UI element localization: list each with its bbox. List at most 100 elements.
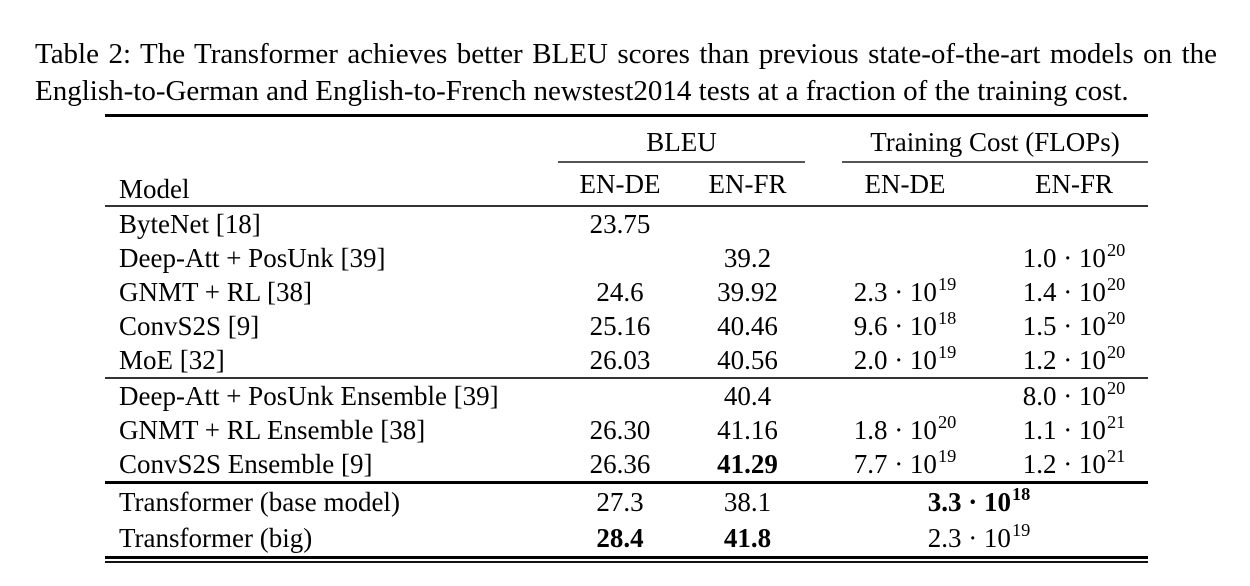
cell-bleu-en-fr: 38.1 [685, 481, 810, 520]
cell-cost-en-fr: 8.0 · 1020 [1000, 377, 1148, 413]
group-header-bleu: BLEU [555, 116, 810, 163]
caption-line-2: English-to-German and English-to-French … [35, 75, 1129, 107]
cell-cost-en-fr: 1.4 · 1020 [1000, 274, 1148, 309]
cell-bleu-en-fr: 40.46 [717, 310, 778, 341]
subheader-bleu-en-fr: EN-FR [685, 163, 810, 207]
cell-bleu-en-fr: 39.2 [723, 242, 772, 273]
cost-mantissa: 1.2 · 10 [1022, 344, 1106, 375]
cell-bleu-en-de: 27.3 [555, 481, 685, 520]
cost-mantissa: 1.2 · 10 [1022, 448, 1106, 479]
table-row: ConvS2S [9] 25.16 40.46 9.6 · 1018 1.5 · 102… [105, 308, 1148, 343]
caption-line-1: Table 2: The Transformer achieves better… [35, 38, 1217, 70]
cell-bleu-en-de: 26.36 [589, 448, 651, 479]
cell-model: ConvS2S [9] [119, 310, 260, 341]
cell-bleu-en-fr [685, 206, 810, 241]
cost-exponent: 18 [1011, 484, 1031, 505]
table-caption: Table 2: The Transformer achieves better… [35, 36, 1217, 110]
cell-cost-combined: 2.3 · 1019 [810, 520, 1148, 556]
cell-bleu-en-fr: 41.29 [717, 448, 778, 479]
cost-exponent: 19 [937, 342, 957, 363]
cell-model: ConvS2S Ensemble [9] [119, 448, 373, 479]
cost-mantissa: 8.0 · 10 [1022, 380, 1106, 411]
cell-cost-en-fr: 1.2 · 1020 [1000, 342, 1148, 378]
cell-bleu-en-fr: 40.4 [685, 377, 810, 413]
cost-exponent: 20 [1106, 274, 1126, 295]
cell-bleu-en-de [555, 241, 685, 275]
table-row: GNMT + RL Ensemble [38] 26.30 41.16 1.8 · 1… [105, 412, 1148, 447]
bottom-double-rule [105, 556, 1148, 563]
cell-cost-en-de: 7.7 · 1019 [810, 446, 1000, 483]
group-header-bleu-label: BLEU [558, 127, 805, 163]
table-row: ByteNet [18] 23.75 [105, 206, 1148, 241]
cost-mantissa: 2.0 · 10 [853, 344, 937, 375]
cost-mantissa: 3.3 · 10 [927, 486, 1011, 517]
cell-model: Transformer (base model) [105, 481, 555, 520]
cost-exponent: 20 [1106, 240, 1126, 261]
table-row: GNMT + RL [38] 24.6 39.92 2.3 · 1019 1.4 · 1… [105, 274, 1148, 309]
cost-exponent: 19 [1011, 520, 1031, 541]
column-header-model: Model [105, 115, 555, 207]
cell-cost-en-fr: 1.2 · 1021 [1000, 446, 1148, 483]
cell-model: GNMT + RL Ensemble [38] [119, 414, 426, 445]
cell-model: Transformer (big) [119, 522, 313, 553]
table-row: MoE [32] 26.03 40.56 2.0 · 1019 1.2 · 1020 [105, 342, 1148, 378]
cell-bleu-en-de: 25.16 [589, 310, 651, 341]
subheader-cost-en-fr: EN-FR [1000, 163, 1148, 207]
cost-exponent: 20 [1106, 342, 1126, 363]
cell-cost-en-de [810, 241, 1000, 275]
cell-bleu-en-fr: 41.16 [717, 414, 778, 445]
cost-mantissa: 9.6 · 10 [853, 310, 937, 341]
cell-cost-combined: 3.3 · 1018 [810, 481, 1148, 520]
cell-bleu-en-de: 26.03 [589, 344, 651, 375]
cell-cost-en-de: 2.3 · 1019 [810, 274, 1000, 309]
header-subhead-row: EN-DE EN-FR EN-DE EN-FR [105, 163, 1148, 207]
cost-exponent: 20 [937, 412, 957, 433]
cost-exponent: 19 [937, 446, 957, 467]
cell-model: MoE [32] [119, 344, 225, 375]
subheader-bleu-en-de: EN-DE [555, 163, 685, 207]
cell-cost-en-fr: 1.5 · 1020 [1000, 308, 1148, 343]
table-row: Deep-Att + PosUnk [39] 39.2 1.0 · 1020 [105, 240, 1148, 275]
group-header-training-cost: Training Cost (FLOPs) [810, 116, 1148, 163]
cell-bleu-en-fr: 41.8 [723, 522, 772, 553]
cost-mantissa: 2.3 · 10 [853, 276, 937, 307]
cost-mantissa: 1.8 · 10 [853, 414, 937, 445]
cost-exponent: 21 [1106, 446, 1126, 467]
cell-bleu-en-fr: 40.56 [717, 344, 778, 375]
results-table-wrap: Model BLEU Training Cost (FLOPs) EN-DE E… [105, 114, 1148, 563]
cell-cost-en-de: 2.0 · 1019 [810, 342, 1000, 378]
table-row: Transformer (big) 28.4 41.8 2.3 · 1019 [105, 520, 1148, 556]
header-group-row: Model BLEU Training Cost (FLOPs) [105, 115, 1148, 207]
cell-model: GNMT + RL [38] [119, 276, 312, 307]
table-row: Deep-Att + PosUnk Ensemble [39] 40.4 8.0 ·… [105, 377, 1148, 413]
cell-model: Deep-Att + PosUnk Ensemble [39] [105, 377, 555, 413]
cell-bleu-en-de: 28.4 [596, 522, 644, 553]
cost-mantissa: 1.0 · 10 [1022, 242, 1106, 273]
cost-exponent: 21 [1106, 412, 1126, 433]
cost-exponent: 19 [937, 274, 957, 295]
cost-exponent: 18 [937, 308, 957, 329]
cell-cost-en-de [810, 206, 1000, 241]
cell-model: Deep-Att + PosUnk [39] [119, 242, 386, 273]
cost-exponent: 20 [1106, 308, 1126, 329]
group-header-training-cost-label: Training Cost (FLOPs) [842, 127, 1148, 163]
table-row: Transformer (base model) 27.3 38.1 3.3 · 10… [105, 481, 1148, 520]
cost-mantissa: 1.5 · 10 [1022, 310, 1106, 341]
cell-bleu-en-fr: 39.92 [717, 276, 778, 307]
results-table: Model BLEU Training Cost (FLOPs) EN-DE E… [105, 114, 1148, 556]
table-row: ConvS2S Ensemble [9] 26.36 41.29 7.7 · 1019… [105, 446, 1148, 483]
cost-mantissa: 1.1 · 10 [1022, 414, 1106, 445]
cell-bleu-en-de: 26.30 [589, 414, 651, 445]
cell-cost-en-fr [1000, 206, 1148, 241]
cost-mantissa: 2.3 · 10 [927, 522, 1011, 553]
subheader-cost-en-de: EN-DE [810, 163, 1000, 207]
cell-cost-en-de [810, 377, 1000, 413]
cost-exponent: 20 [1106, 378, 1126, 399]
cell-cost-en-de: 9.6 · 1018 [810, 308, 1000, 343]
cell-bleu-en-de [555, 377, 685, 413]
cell-bleu-en-de: 23.75 [589, 208, 651, 239]
cell-cost-en-fr: 1.0 · 1020 [1000, 240, 1148, 275]
cost-mantissa: 7.7 · 10 [853, 448, 937, 479]
cell-cost-en-fr: 1.1 · 1021 [1000, 412, 1148, 447]
